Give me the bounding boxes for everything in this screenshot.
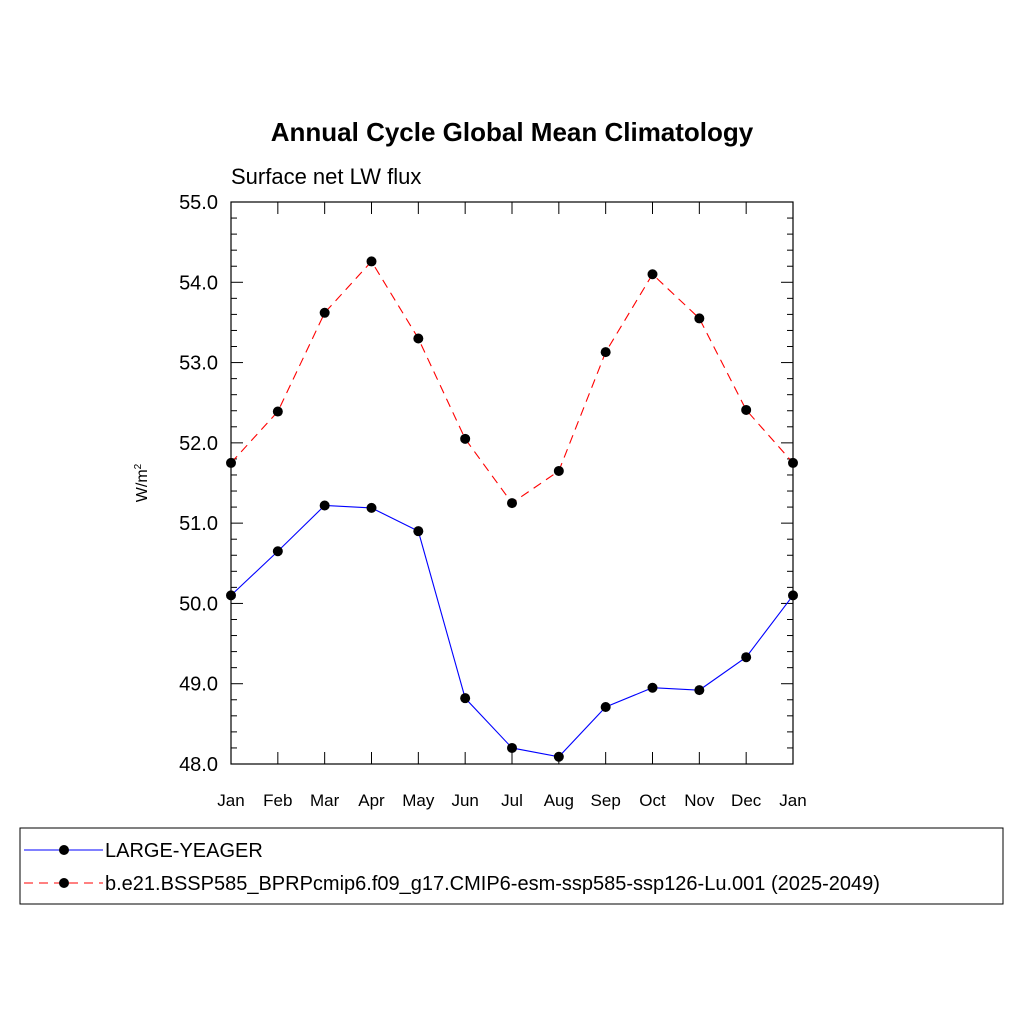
- x-tick-label: Feb: [263, 791, 292, 810]
- y-tick-label: 55.0: [179, 192, 218, 214]
- y-tick-label: 51.0: [179, 513, 218, 535]
- data-point: [741, 404, 752, 415]
- data-point: [553, 751, 564, 762]
- y-axis-label-superscript: 2: [133, 463, 144, 469]
- data-point: [460, 433, 471, 444]
- y-tick-label: 52.0: [179, 433, 218, 455]
- series-line-1: [230, 504, 794, 758]
- legend-label-2: b.e21.BSSP585_BPRPcmip6.f09_g17.CMIP6-es…: [105, 873, 880, 895]
- x-tick-label: May: [402, 791, 435, 810]
- plot-frame: [230, 201, 794, 765]
- y-tick-label: 49.0: [179, 674, 218, 696]
- data-point: [647, 682, 658, 693]
- y-axis-label: W/m2: [133, 463, 151, 502]
- data-point: [366, 502, 377, 513]
- legend-frame: [19, 827, 1004, 905]
- tick-layer: [230, 201, 794, 765]
- data-point: [507, 498, 517, 509]
- data-point: [319, 500, 330, 511]
- x-tick-label: Dec: [731, 791, 762, 810]
- data-point: [788, 457, 798, 468]
- legend-marker: [59, 878, 69, 888]
- y-axis-label-text: W/m: [134, 469, 151, 502]
- y-tick-label: 54.0: [179, 272, 218, 294]
- x-tick-label: Nov: [684, 791, 715, 810]
- data-point: [788, 590, 798, 601]
- data-point: [272, 406, 283, 417]
- x-tick-label: Jun: [451, 791, 478, 810]
- x-tick-label: Jul: [501, 791, 523, 810]
- data-point: [694, 685, 705, 696]
- data-point: [226, 590, 236, 601]
- data-point: [226, 457, 236, 468]
- x-tick-label: Aug: [544, 791, 574, 810]
- y-tick-label: 48.0: [179, 754, 218, 776]
- series-line-2: [230, 260, 794, 504]
- data-point: [413, 526, 424, 537]
- legend-label-1: LARGE-YEAGER: [105, 840, 263, 862]
- legend-marker: [59, 845, 69, 855]
- data-point: [507, 742, 517, 753]
- x-tick-labels: Jan Feb Mar Apr May Jun Jul Aug Sep Oct Nov Dec Jan: [217, 791, 806, 810]
- chart-subtitle: Surface net LW flux: [231, 164, 421, 189]
- data-point: [553, 465, 564, 476]
- x-tick-label: Apr: [358, 791, 385, 810]
- data-point: [600, 701, 611, 712]
- y-tick-label: 53.0: [179, 353, 218, 375]
- data-point: [413, 333, 424, 344]
- x-tick-label: Mar: [310, 791, 340, 810]
- x-tick-label: Sep: [591, 791, 621, 810]
- chart-title: Annual Cycle Global Mean Climatology: [271, 117, 754, 147]
- x-tick-label: Oct: [639, 791, 666, 810]
- data-point: [366, 256, 377, 267]
- data-point: [460, 693, 471, 704]
- data-point: [600, 347, 611, 358]
- x-tick-label: Jan: [217, 791, 244, 810]
- data-point: [741, 652, 752, 663]
- data-point: [694, 313, 705, 324]
- y-tick-label: 50.0: [179, 593, 218, 615]
- data-point: [319, 307, 330, 318]
- data-point: [272, 546, 283, 557]
- svg-text:W/m2: W/m2: [133, 463, 151, 502]
- data-point: [647, 269, 658, 280]
- y-tick-labels: 48.0 49.0 50.0 51.0 52.0 53.0 54.0 55.0: [179, 192, 218, 776]
- x-tick-label: Jan: [779, 791, 806, 810]
- legend: LARGE-YEAGER b.e21.BSSP585_BPRPcmip6.f09_…: [19, 827, 1004, 905]
- series-layer: [226, 256, 798, 762]
